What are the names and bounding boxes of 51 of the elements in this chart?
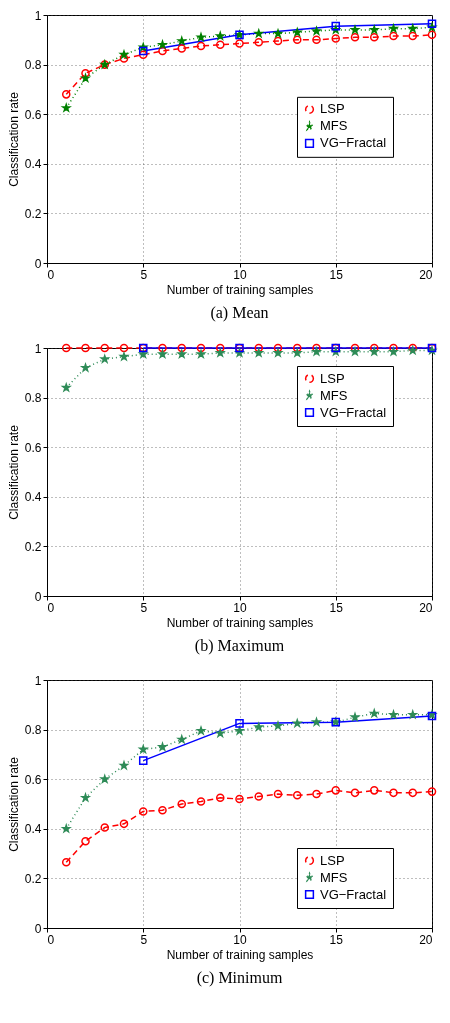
- legend-label: LSP: [320, 852, 345, 868]
- y-tick-label: 0: [34, 921, 42, 936]
- y-tick-label: 0.6: [24, 772, 42, 787]
- x-tick-label: 15: [329, 932, 344, 947]
- x-tick-label: 0: [47, 932, 55, 947]
- y-tick-label: 0.2: [24, 871, 42, 886]
- y-tick-label: 0.4: [24, 822, 42, 837]
- legend-label: LSP: [320, 101, 345, 117]
- legend-label: MFS: [320, 387, 348, 403]
- legend-label: MFS: [320, 118, 348, 134]
- legend-label: MFS: [320, 869, 348, 885]
- legend-label: VG−Fractal: [320, 135, 387, 151]
- y-tick-label: 0.8: [24, 391, 42, 406]
- y-tick-label: 0.8: [24, 723, 42, 738]
- x-tick-label: 0: [47, 600, 55, 615]
- legend-label: VG−Fractal: [320, 404, 387, 420]
- y-tick-label: 0.8: [24, 58, 42, 73]
- text: (b) Maximum: [194, 637, 285, 655]
- y-tick-label: 0.6: [24, 107, 42, 122]
- x-tick-label: 10: [233, 267, 247, 282]
- y-tick-label: 0.2: [24, 539, 42, 554]
- y-axis-title: Classification rate: [6, 91, 21, 187]
- y-tick-label: 0.4: [24, 490, 42, 505]
- y-tick-label: 0.6: [24, 440, 42, 455]
- text: (a) Mean: [210, 304, 269, 322]
- y-tick-label: 0: [34, 589, 42, 604]
- legend-label: VG−Fractal: [320, 886, 387, 902]
- x-tick-label: 10: [233, 932, 247, 947]
- legend-label: LSP: [320, 370, 345, 386]
- y-tick-label: 0.4: [24, 157, 42, 172]
- y-axis-title: Classification rate: [6, 756, 21, 852]
- y-tick-label: 0.2: [24, 206, 42, 221]
- x-axis-title: Number of training samples: [166, 282, 314, 297]
- y-tick-label: 1: [34, 673, 42, 688]
- x-tick-label: 15: [329, 267, 344, 282]
- y-axis-title: Classification rate: [6, 424, 21, 520]
- text: (c) Minimum: [196, 969, 283, 987]
- x-tick-label: 0: [47, 267, 55, 282]
- x-tick-label: 20: [419, 932, 433, 947]
- y-tick-label: 1: [34, 341, 42, 356]
- x-tick-label: 20: [419, 600, 433, 615]
- x-axis-title: Number of training samples: [166, 615, 314, 630]
- x-tick-label: 10: [233, 600, 247, 615]
- x-tick-label: 15: [329, 600, 344, 615]
- y-tick-label: 0: [34, 256, 42, 271]
- x-tick-label: 20: [419, 267, 433, 282]
- x-axis-title: Number of training samples: [166, 947, 314, 962]
- x-tick-label: 5: [140, 267, 148, 282]
- y-tick-label: 1: [34, 8, 42, 23]
- x-tick-label: 5: [140, 932, 148, 947]
- x-tick-label: 5: [140, 600, 148, 615]
